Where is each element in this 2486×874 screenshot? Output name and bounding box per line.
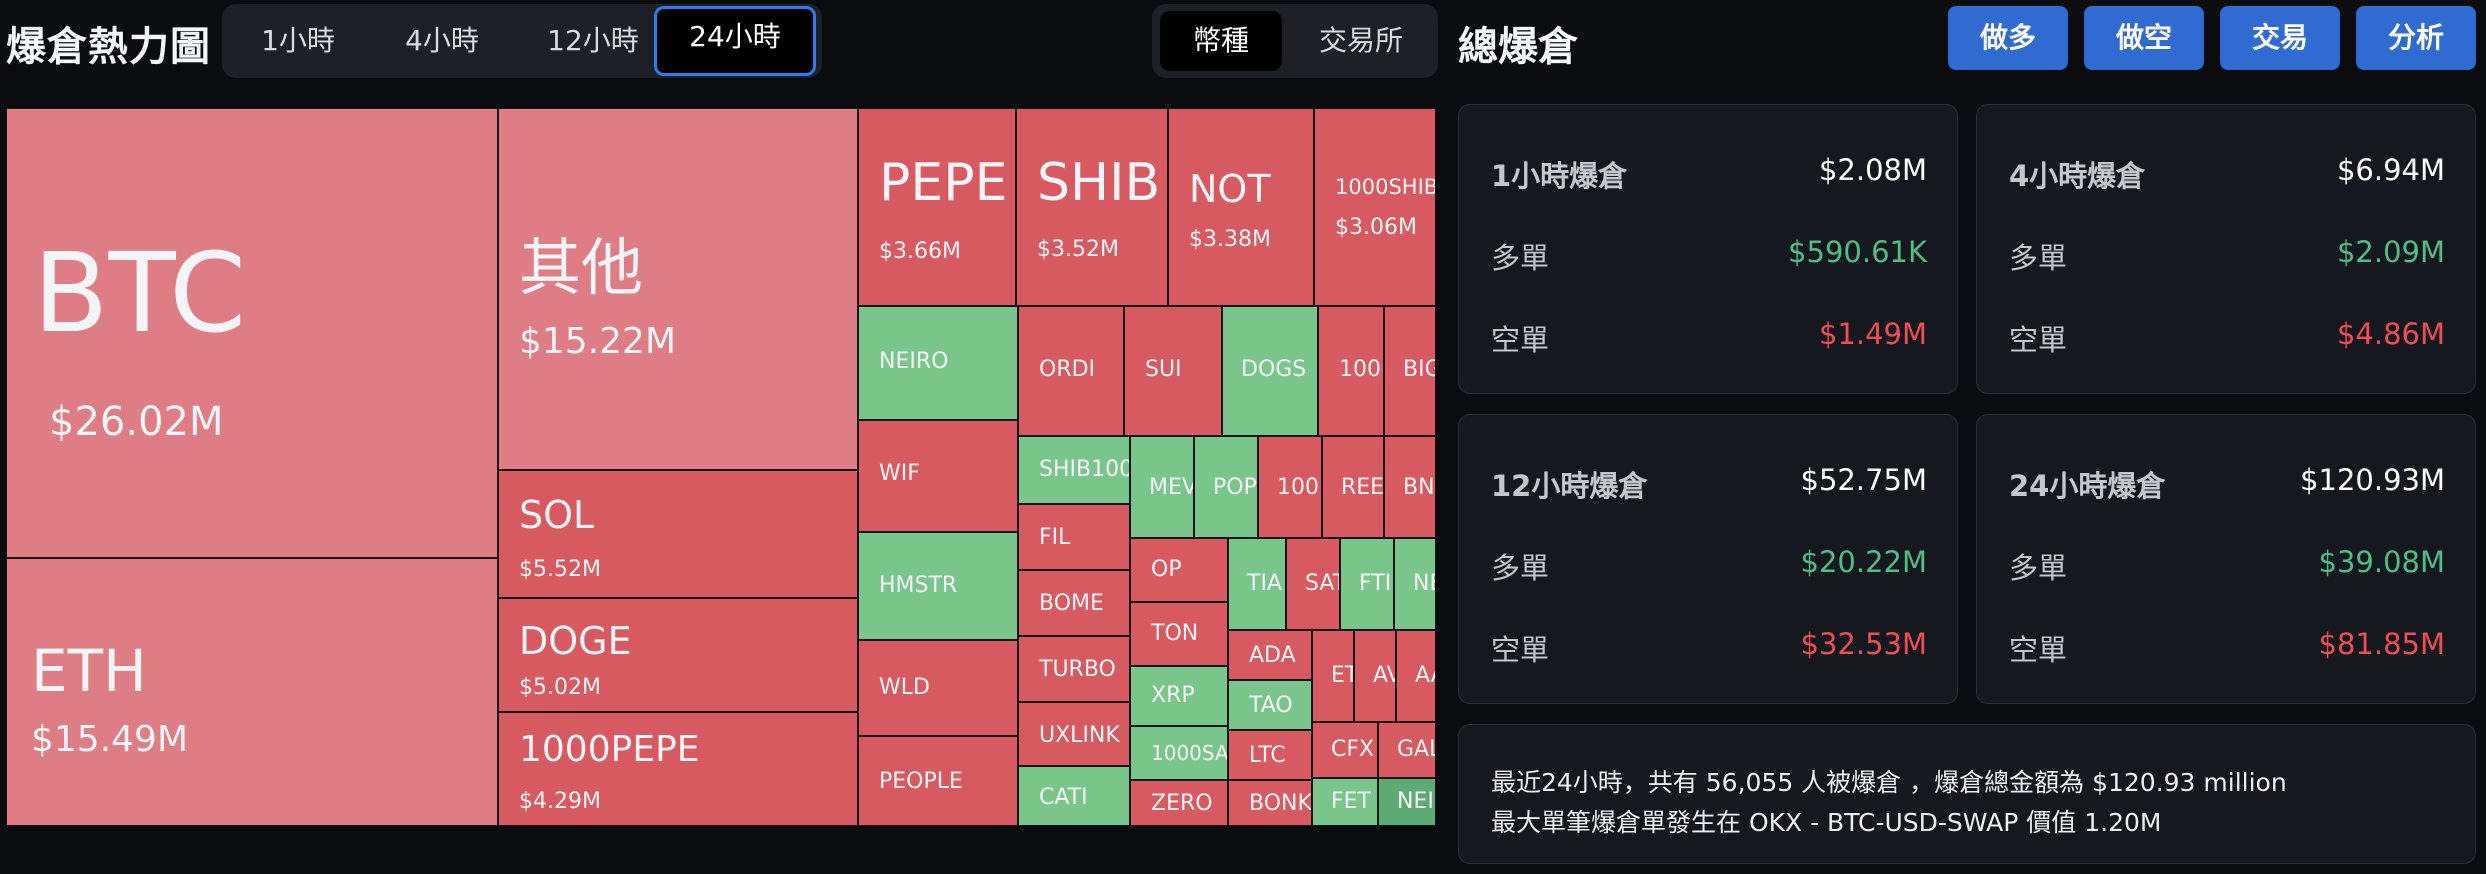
grouping-tabs: 幣種 交易所	[1152, 4, 1438, 78]
tab-4h[interactable]: 4小時	[405, 24, 479, 57]
card-short-row: 空單 $32.53M	[1491, 627, 1927, 667]
total-liquidation-title: 總爆倉	[1458, 24, 1578, 70]
card-long-row: 多單 $20.22M	[1491, 545, 1927, 585]
heatmap-cell-aa[interactable]: AA	[1396, 630, 1436, 722]
card-1h: 1小時爆倉 $2.08M 多單 $590.61K 空單 $1.49M	[1458, 104, 1958, 394]
heatmap-cell-uxlink[interactable]: UXLINK	[1018, 702, 1130, 766]
heatmap-cell-et[interactable]: ET	[1312, 630, 1354, 722]
heatmap-cell-op[interactable]: OP	[1130, 538, 1228, 602]
heatmap-cell-nei[interactable]: NEI	[1378, 778, 1436, 826]
heatmap-cell-sats[interactable]: SAT	[1286, 538, 1340, 630]
card-long-row: 多單 $590.61K	[1491, 235, 1927, 275]
liquidation-heatmap: BTC $26.02M ETH $15.49M 其他 $15.22M SOL $…	[6, 108, 1436, 826]
card-long-row: 多單 $39.08M	[2009, 545, 2445, 585]
heatmap-cell-hmstr[interactable]: HMSTR	[858, 532, 1018, 640]
card-header: 24小時爆倉 $120.93M	[2009, 463, 2445, 503]
heatmap-cell-100[interactable]: 100	[1258, 436, 1322, 538]
long-button[interactable]: 做多	[1948, 6, 2068, 70]
heatmap-cell-1000pepe[interactable]: 1000PEPE $4.29M	[498, 712, 858, 826]
heatmap-cell-tia[interactable]: TIA	[1228, 538, 1286, 630]
heatmap-cell-xrp[interactable]: XRP	[1130, 666, 1228, 726]
card-12h: 12小時爆倉 $52.75M 多單 $20.22M 空單 $32.53M	[1458, 414, 1958, 704]
tab-coin[interactable]: 幣種	[1160, 11, 1282, 71]
heatmap-cell-bome[interactable]: BOME	[1018, 570, 1130, 636]
card-header: 12小時爆倉 $52.75M	[1491, 463, 1927, 503]
heatmap-cell-sui[interactable]: SUI	[1124, 306, 1222, 436]
heatmap-cell-1000sats[interactable]: 1000SA	[1130, 726, 1228, 780]
heatmap-cell-cati[interactable]: CATI	[1018, 766, 1130, 826]
tab-exchange[interactable]: 交易所	[1318, 24, 1403, 57]
heatmap-cell-100c[interactable]: 100(	[1318, 306, 1384, 436]
heatmap-cell-ordi[interactable]: ORDI	[1018, 306, 1124, 436]
summary-line-2: 最大單筆爆倉單發生在 OKX - BTC-USD-SWAP 價值 1.20M	[1491, 808, 2162, 837]
heatmap-cell-cfx[interactable]: CFX	[1312, 722, 1378, 778]
card-header: 4小時爆倉 $6.94M	[2009, 153, 2445, 193]
heatmap-cell-mev[interactable]: MEV	[1130, 436, 1194, 538]
heatmap-cell-1000shib[interactable]: 1000SHIB $3.06M	[1314, 108, 1436, 306]
heatmap-cell-neiro[interactable]: NEIRO	[858, 306, 1018, 420]
heatmap-cell-eth[interactable]: ETH $15.49M	[6, 558, 498, 826]
heatmap-cell-sol[interactable]: SOL $5.52M	[498, 470, 858, 598]
heatmap-cell-ree[interactable]: REE	[1322, 436, 1384, 538]
heatmap-cell-turbo[interactable]: TURBO	[1018, 636, 1130, 702]
time-range-tabs: 1小時 4小時 12小時 24小時	[222, 4, 822, 78]
heatmap-cell-ada[interactable]: ADA	[1228, 630, 1312, 680]
heatmap-cell-av[interactable]: AV	[1354, 630, 1396, 722]
card-short-row: 空單 $81.85M	[2009, 627, 2445, 667]
heatmap-cell-dogs[interactable]: DOGS	[1222, 306, 1318, 436]
heatmap-cell-doge[interactable]: DOGE $5.02M	[498, 598, 858, 712]
heatmap-cell-not[interactable]: NOT $3.38M	[1168, 108, 1314, 306]
summary-line-1: 最近24小時，共有 56,055 人被爆倉 ，爆倉總金額為 $120.93 mi…	[1491, 768, 2287, 797]
analysis-button[interactable]: 分析	[2356, 6, 2476, 70]
heatmap-cell-shib1000[interactable]: SHIB100	[1018, 436, 1130, 504]
card-4h: 4小時爆倉 $6.94M 多單 $2.09M 空單 $4.86M	[1976, 104, 2476, 394]
card-short-row: 空單 $4.86M	[2009, 317, 2445, 357]
heatmap-cell-shib[interactable]: SHIB $3.52M	[1016, 108, 1168, 306]
heatmap-cell-ltc[interactable]: LTC	[1228, 730, 1312, 780]
card-24h: 24小時爆倉 $120.93M 多單 $39.08M 空單 $81.85M	[1976, 414, 2476, 704]
card-short-row: 空單 $1.49M	[1491, 317, 1927, 357]
tab-24h[interactable]: 24小時	[654, 6, 816, 76]
heatmap-cell-fet[interactable]: FET	[1312, 778, 1378, 826]
card-long-row: 多單 $2.09M	[2009, 235, 2445, 275]
short-button[interactable]: 做空	[2084, 6, 2204, 70]
heatmap-cell-big[interactable]: BIG	[1384, 306, 1436, 436]
heatmap-cell-wld[interactable]: WLD	[858, 640, 1018, 736]
heatmap-cell-bni[interactable]: BNI	[1384, 436, 1436, 538]
heatmap-cell-ton[interactable]: TON	[1130, 602, 1228, 666]
heatmap-title: 爆倉熱力圖	[6, 24, 211, 70]
heatmap-cell-ne[interactable]: NE	[1394, 538, 1436, 630]
heatmap-cell-btc[interactable]: BTC $26.02M	[6, 108, 498, 558]
heatmap-cell-fil[interactable]: FIL	[1018, 504, 1130, 570]
liquidation-summary: 最近24小時，共有 56,055 人被爆倉 ，爆倉總金額為 $120.93 mi…	[1458, 724, 2476, 864]
heatmap-cell-wif[interactable]: WIF	[858, 420, 1018, 532]
heatmap-cell-bonk[interactable]: BONK	[1228, 780, 1312, 826]
tab-1h[interactable]: 1小時	[261, 24, 335, 57]
heatmap-cell-others[interactable]: 其他 $15.22M	[498, 108, 858, 470]
heatmap-cell-pepe[interactable]: PEPE $3.66M	[858, 108, 1016, 306]
heatmap-cell-pop[interactable]: POP	[1194, 436, 1258, 538]
heatmap-cell-tao[interactable]: TAO	[1228, 680, 1312, 730]
heatmap-cell-fti[interactable]: FTI	[1340, 538, 1394, 630]
card-header: 1小時爆倉 $2.08M	[1491, 153, 1927, 193]
heatmap-cell-zero[interactable]: ZERO	[1130, 780, 1228, 826]
heatmap-cell-gal[interactable]: GAL	[1378, 722, 1436, 778]
tab-12h[interactable]: 12小時	[547, 24, 639, 57]
heatmap-cell-people[interactable]: PEOPLE	[858, 736, 1018, 826]
trade-button[interactable]: 交易	[2220, 6, 2340, 70]
